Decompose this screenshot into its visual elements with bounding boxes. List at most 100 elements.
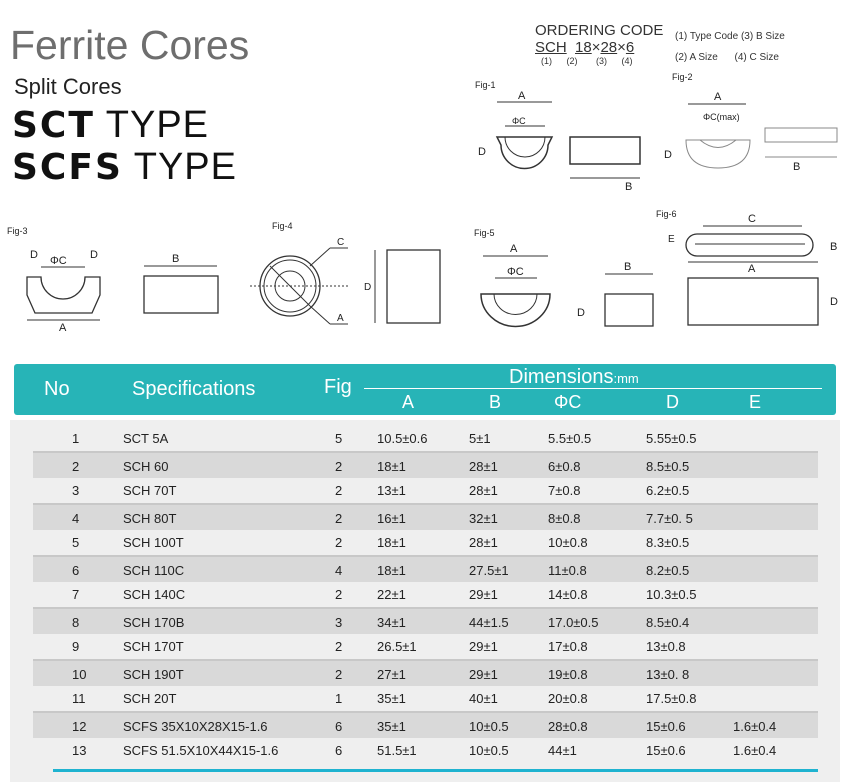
ordering-legend: (1) Type Code (3) B Size (2) A Size (4) …	[675, 26, 785, 68]
cell-a: 13±1	[377, 483, 406, 498]
cell-no: 9	[72, 639, 80, 654]
table-row: 11 SCH 20T 1 35±1 40±1 20±0.8 17.5±0.8	[33, 685, 818, 710]
cell-fig: 6	[335, 719, 343, 734]
dim-label: A	[518, 90, 526, 102]
type-heading-scfs: SCFS TYPE	[12, 146, 237, 189]
cell-d: 17.5±0.8	[646, 691, 697, 706]
code-index: (4)	[621, 56, 633, 66]
header-dimensions: Dimensions:mm	[509, 366, 639, 389]
cell-c: 14±0.8	[548, 587, 588, 602]
header-a: A	[402, 392, 415, 412]
dim-label: D	[830, 296, 838, 308]
cell-c: 17.0±0.5	[548, 615, 599, 630]
dim-label: D	[90, 249, 98, 261]
dim-label: B	[624, 261, 631, 273]
fig-label: Fig-3	[7, 226, 28, 236]
cell-spec: SCH 110C	[123, 563, 185, 578]
spec-table: 1 SCT 5A 5 10.5±0.6 5±1 5.5±0.5 5.55±0.5 2 SCH 6…	[10, 420, 840, 782]
ordering-code: ORDERING CODE SCH 18×28×6 (1) (2) (3) (4…	[535, 22, 663, 66]
dim-label: B	[172, 253, 179, 265]
cell-d: 5.55±0.5	[646, 431, 697, 446]
dim-label: B	[625, 181, 632, 193]
cell-c: 11±0.8	[548, 563, 587, 578]
cell-fig: 6	[335, 743, 343, 758]
dim-label: A	[510, 243, 518, 255]
cell-b: 29±1	[469, 639, 498, 654]
header-specifications: Specifications	[132, 378, 256, 400]
header-no: No	[44, 378, 70, 400]
cell-d: 8.5±0.4	[646, 615, 690, 630]
cell-spec: SCH 140C	[123, 587, 186, 602]
header-b: B	[489, 392, 502, 412]
ordering-heading: ORDERING CODE	[535, 22, 664, 39]
cell-no: 7	[72, 587, 80, 602]
code-part: 18	[575, 39, 592, 56]
cell-no: 10	[72, 667, 87, 682]
table-row: 6 SCH 110C 4 18±1 27.5±1 11±0.8 8.2±0.5	[33, 555, 818, 582]
type-heading-sct: SCT TYPE	[12, 104, 209, 147]
cell-fig: 5	[335, 431, 343, 446]
legend-item: (1) Type Code	[675, 31, 739, 42]
cell-b: 32±1	[469, 511, 498, 526]
figure-diagrams: Fig-1 A ΦC D B Fig-2 A ΦC(max) D B Fig-3…	[7, 72, 838, 334]
table-row: 10 SCH 190T 2 27±1 29±1 19±0.8 13±0. 8	[33, 659, 818, 686]
cell-fig: 2	[335, 483, 343, 498]
dim-label: A	[337, 313, 344, 324]
cell-spec: SCH 20T	[123, 691, 177, 706]
cell-d: 13±0.8	[646, 639, 686, 654]
cell-a: 26.5±1	[377, 639, 417, 654]
cell-e: 1.6±0.4	[733, 719, 777, 734]
dim-label: ΦC	[50, 255, 67, 267]
cell-fig: 2	[335, 587, 343, 602]
cell-a: 18±1	[377, 459, 406, 474]
cell-b: 10±0.5	[469, 743, 509, 758]
code-sep: ×	[591, 39, 601, 56]
dims-unit: :mm	[613, 371, 639, 386]
cell-fig: 1	[335, 691, 343, 706]
dim-label: ΦC(max)	[703, 112, 740, 122]
cell-b: 10±0.5	[469, 719, 509, 734]
dim-label: D	[664, 149, 672, 161]
subtitle: Split Cores	[14, 74, 122, 99]
header-fig: Fig	[324, 376, 352, 398]
cell-no: 8	[72, 615, 80, 630]
cell-spec: SCH 170B	[123, 615, 185, 630]
dim-label: E	[668, 234, 675, 245]
dim-label: A	[59, 322, 67, 334]
cell-c: 17±0.8	[548, 639, 588, 654]
cell-a: 18±1	[377, 563, 406, 578]
table-bottom-line	[53, 769, 818, 772]
cell-c: 10±0.8	[548, 535, 588, 550]
legend-item: (2) A Size	[675, 52, 718, 63]
cell-fig: 2	[335, 639, 343, 654]
cell-c: 7±0.8	[548, 483, 581, 498]
dim-label: C	[337, 237, 344, 248]
cell-d: 8.5±0.5	[646, 459, 690, 474]
cell-c: 20±0.8	[548, 691, 588, 706]
cell-no: 13	[72, 743, 87, 758]
type-bold: SCT	[12, 105, 95, 146]
cell-a: 51.5±1	[377, 743, 417, 758]
header-e: E	[749, 392, 762, 412]
cell-no: 6	[72, 563, 80, 578]
cell-spec: SCH 190T	[123, 667, 184, 682]
code-index: (3)	[596, 56, 608, 66]
dim-label: B	[830, 241, 837, 253]
fig-label: Fig-2	[672, 72, 693, 82]
fig-label: Fig-1	[475, 80, 496, 90]
cell-c: 6±0.8	[548, 459, 581, 474]
page-title: Ferrite Cores	[10, 22, 250, 68]
dim-label: A	[714, 91, 722, 103]
cell-no: 12	[72, 719, 87, 734]
dim-label: D	[30, 249, 38, 261]
header-divider	[364, 388, 822, 389]
code-part: SCH	[535, 39, 567, 56]
legend-item: (3) B Size	[740, 31, 785, 42]
cell-spec: SCH 100T	[123, 535, 184, 550]
fig-6: Fig-6 C E B A D	[656, 209, 838, 326]
cell-b: 27.5±1	[469, 563, 509, 578]
cell-e: 1.6±0.4	[733, 743, 777, 758]
type-rest: TYPE	[122, 146, 237, 188]
cell-no: 4	[72, 511, 80, 526]
fig-3: Fig-3 D ΦC D A B	[7, 226, 219, 334]
